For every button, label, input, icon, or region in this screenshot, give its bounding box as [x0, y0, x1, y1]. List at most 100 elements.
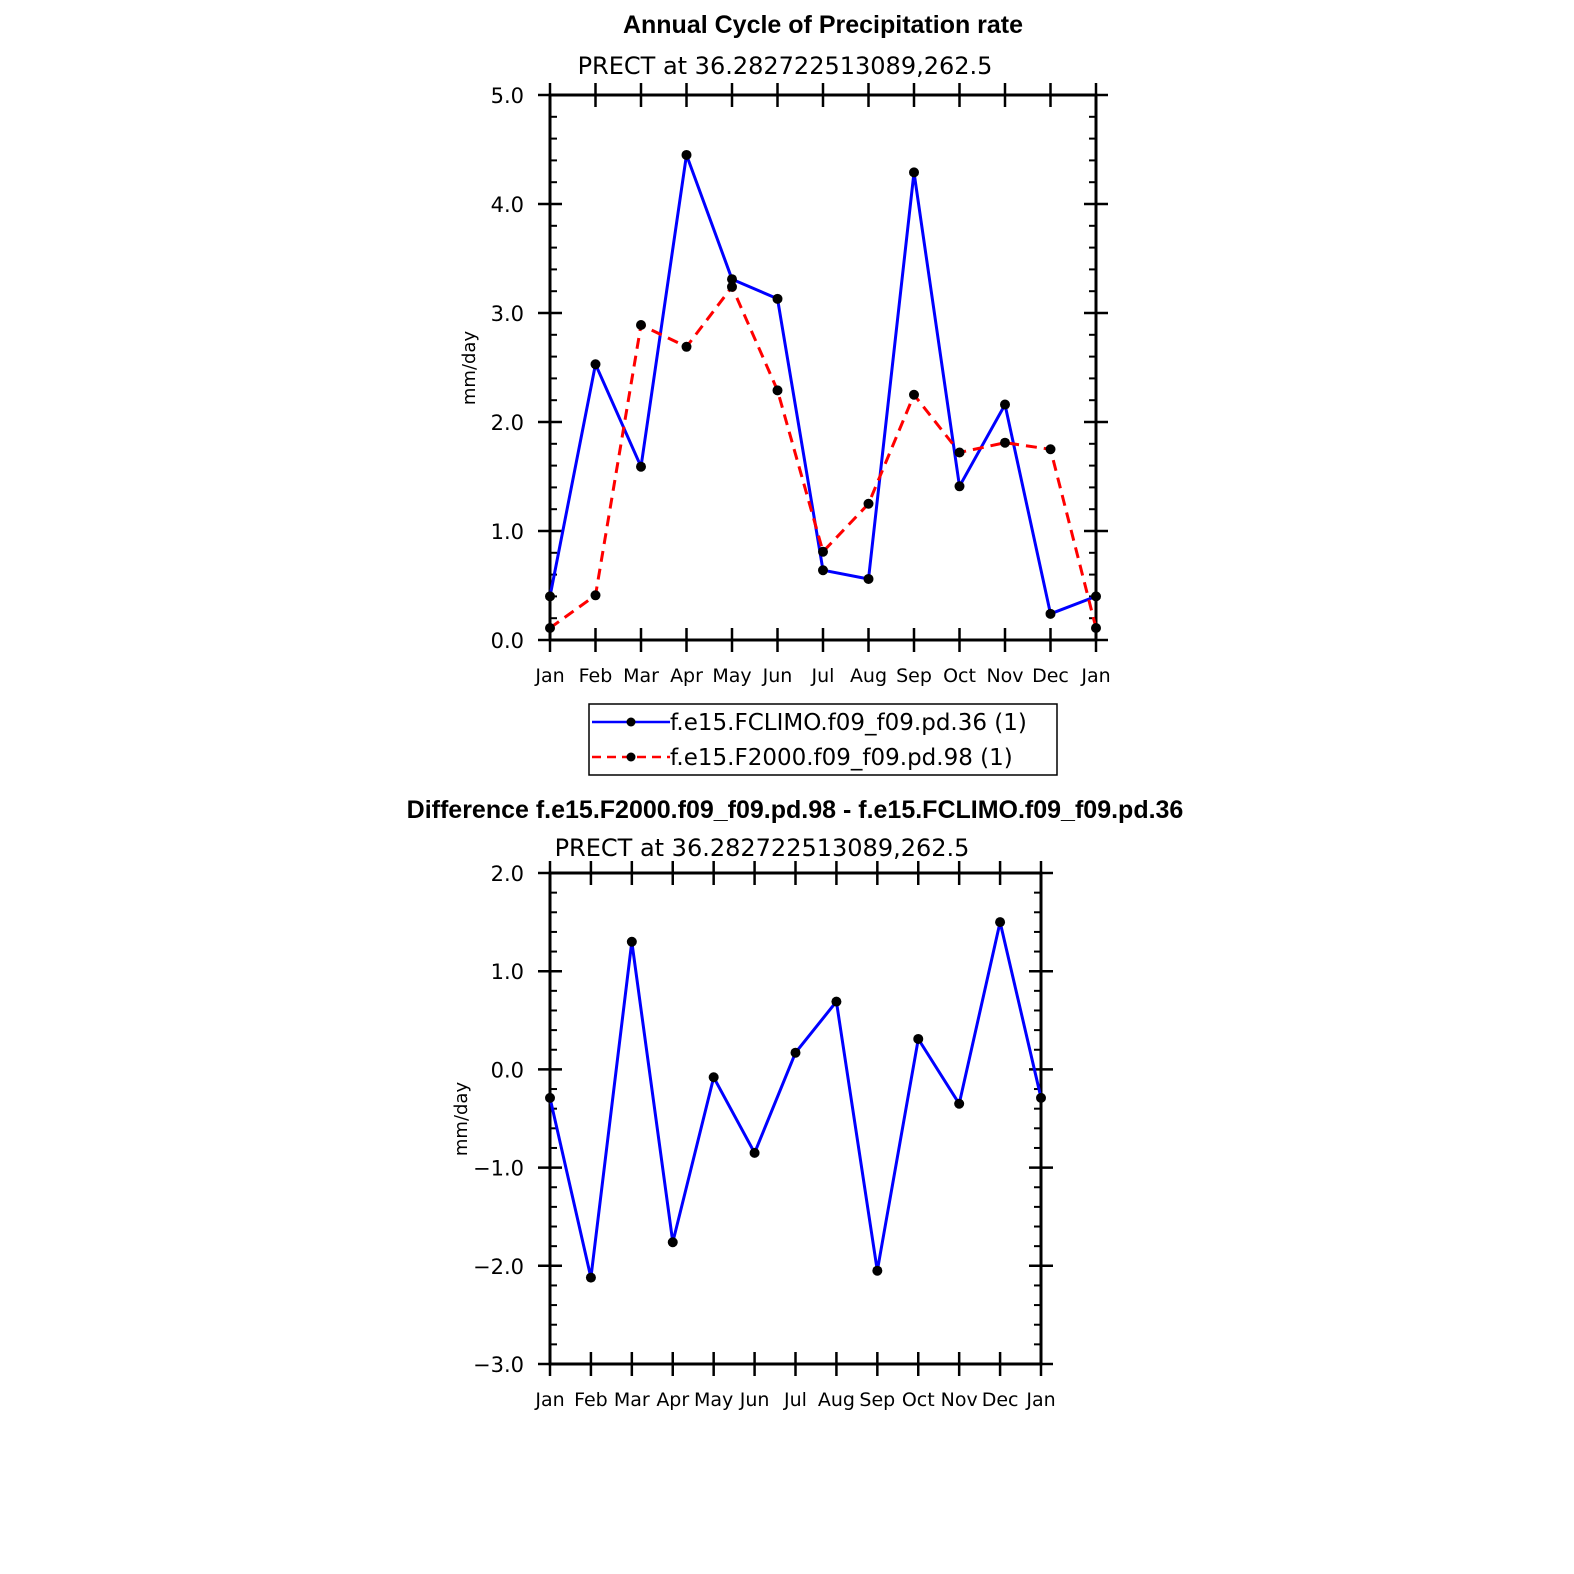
- legend-marker-series-a: [626, 717, 636, 727]
- x-tick-label: May: [712, 665, 751, 687]
- y-tick-label: 2.0: [491, 411, 524, 435]
- x-tick-label: Jul: [811, 665, 835, 687]
- x-tick-label: Jan: [534, 665, 564, 687]
- series-line-1: [549, 285, 1098, 630]
- data-point-series-0: [995, 917, 1006, 928]
- data-point-series-1: [681, 341, 692, 352]
- x-tick-label: Oct: [943, 665, 976, 687]
- legend-label-series-a: f.e15.FCLIMO.f09_f09.pd.36 (1): [670, 710, 1027, 736]
- data-point-series-0: [1000, 399, 1010, 410]
- legend-box: [588, 703, 1058, 776]
- data-point-series-0: [545, 591, 555, 602]
- data-point-series-0: [954, 1098, 965, 1109]
- y-tick-label: −1.0: [473, 1157, 524, 1181]
- data-point-series-1: [909, 389, 919, 400]
- chart-title: Annual Cycle of Precipitation rate: [623, 11, 1023, 39]
- x-tick-label: Jan: [1025, 1389, 1055, 1411]
- data-point-series-0: [1091, 591, 1101, 602]
- plot-series: [545, 917, 1046, 1283]
- x-tick-label: Sep: [896, 665, 932, 687]
- y-tick-label: 0.0: [491, 1058, 524, 1082]
- chart-subtitle: PRECT at 36.282722513089,262.5: [578, 52, 993, 80]
- data-point-series-0: [818, 565, 828, 576]
- data-point-series-0: [1045, 608, 1056, 619]
- y-tick-label: 4.0: [491, 193, 524, 217]
- data-point-series-0: [909, 167, 919, 178]
- data-point-series-0: [863, 573, 874, 584]
- data-point-series-1: [1000, 437, 1010, 448]
- data-point-series-0: [590, 359, 601, 370]
- data-point-series-0: [667, 1237, 678, 1248]
- plot-series: [545, 149, 1101, 634]
- data-point-series-0: [708, 1072, 719, 1083]
- y-tick-label: 3.0: [491, 302, 524, 326]
- x-tick-label: Jan: [534, 1389, 564, 1411]
- legend-marker-series-b: [626, 752, 636, 762]
- chart-panel-annual-cycle: Annual Cycle of Precipitation rate PRECT…: [459, 11, 1111, 776]
- data-point-series-0: [790, 1047, 801, 1058]
- data-point-series-1: [772, 385, 783, 396]
- chart-panel-difference: Difference f.e15.F2000.f09_f09.pd.98 - f…: [407, 796, 1184, 1411]
- plot-frame: [548, 93, 1098, 642]
- data-point-series-0: [545, 1092, 555, 1103]
- data-point-series-0: [636, 461, 646, 472]
- data-point-series-1: [1091, 623, 1101, 634]
- y-tick-label: 2.0: [491, 862, 524, 886]
- data-point-series-0: [1036, 1092, 1046, 1103]
- y-tick-label: −3.0: [473, 1353, 524, 1377]
- data-point-series-0: [681, 149, 692, 160]
- x-tick-label: Apr: [670, 665, 703, 687]
- x-tick-label: May: [694, 1389, 733, 1411]
- legend: f.e15.FCLIMO.f09_f09.pd.36 (1) f.e15.F20…: [588, 703, 1058, 776]
- legend-label-series-b: f.e15.F2000.f09_f09.pd.98 (1): [670, 745, 1013, 771]
- x-tick-label: Dec: [982, 1389, 1019, 1411]
- data-point-series-1: [954, 447, 965, 458]
- data-point-series-0: [585, 1272, 596, 1283]
- chart-subtitle: PRECT at 36.282722513089,262.5: [555, 834, 970, 862]
- x-tick-label: Oct: [902, 1389, 935, 1411]
- x-tick-label: Nov: [986, 665, 1023, 687]
- x-tick-label: Nov: [941, 1389, 978, 1411]
- data-point-series-1: [636, 319, 646, 330]
- data-point-series-1: [590, 590, 601, 601]
- x-tick-label: Jul: [783, 1389, 807, 1411]
- x-tick-label: Feb: [579, 665, 613, 687]
- y-tick-label: −2.0: [473, 1255, 524, 1279]
- data-point-series-1: [818, 546, 828, 557]
- data-point-series-1: [1045, 444, 1056, 455]
- x-tick-label: Sep: [859, 1389, 895, 1411]
- data-point-series-0: [913, 1033, 924, 1044]
- y-axis-label: mm/day: [459, 331, 480, 406]
- data-point-series-1: [545, 623, 555, 634]
- data-point-series-0: [831, 996, 842, 1007]
- data-point-series-0: [872, 1265, 883, 1276]
- x-tick-label: Aug: [818, 1389, 855, 1411]
- y-axis-label: mm/day: [451, 1082, 472, 1157]
- plot-axes: −3.0 −2.0 −1.0 0.0 1.0 2.0 Jan Feb Mar Apr May Jun J…: [473, 861, 1056, 1411]
- data-point-series-0: [626, 936, 637, 947]
- plot-frame: [548, 871, 1043, 1366]
- x-tick-label: Jun: [762, 665, 793, 687]
- x-tick-label: Jan: [1080, 665, 1110, 687]
- data-point-series-0: [954, 481, 965, 492]
- x-tick-label: Apr: [656, 1389, 689, 1411]
- x-tick-label: Mar: [623, 665, 659, 687]
- chart-title: Difference f.e15.F2000.f09_f09.pd.98 - f…: [407, 796, 1184, 824]
- plot-axes: 0.0 1.0 2.0 3.0 4.0 5.0 Jan Feb Mar Apr May Jun Jul A…: [491, 83, 1111, 687]
- series-line-0: [548, 920, 1043, 1280]
- x-tick-label: Aug: [850, 665, 887, 687]
- x-tick-label: Dec: [1032, 665, 1069, 687]
- data-point-series-1: [727, 281, 737, 292]
- x-tick-label: Jun: [739, 1389, 770, 1411]
- y-tick-label: 1.0: [491, 520, 524, 544]
- x-tick-label: Feb: [574, 1389, 608, 1411]
- data-point-series-0: [727, 274, 737, 285]
- data-point-series-0: [772, 293, 783, 304]
- y-tick-label: 1.0: [491, 960, 524, 984]
- data-point-series-0: [749, 1147, 760, 1158]
- x-tick-label: Mar: [614, 1389, 650, 1411]
- y-tick-label: 5.0: [491, 84, 524, 108]
- data-point-series-1: [863, 498, 874, 509]
- y-tick-label: 0.0: [491, 629, 524, 653]
